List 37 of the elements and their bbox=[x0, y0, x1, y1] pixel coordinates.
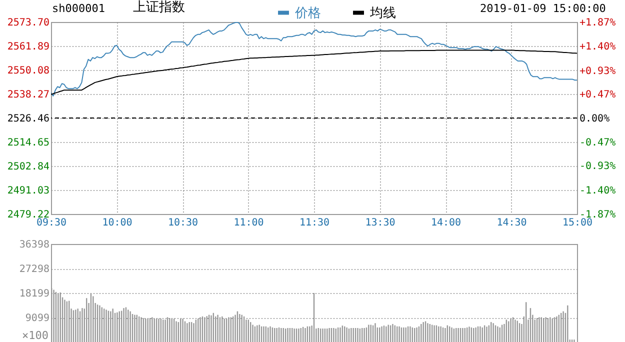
y-tick-label: 2502.84 bbox=[7, 162, 50, 172]
x-tick-label: 10:30 bbox=[168, 218, 198, 228]
x-tick-label: 13:30 bbox=[365, 218, 396, 228]
y-tick-label: 2573.70 bbox=[7, 18, 50, 28]
y-tick-label: 18199 bbox=[19, 288, 50, 300]
x-tick-label: 11:30 bbox=[299, 218, 330, 228]
y-tick-label: 2538.27 bbox=[7, 90, 50, 100]
x-tick-label: 14:30 bbox=[496, 218, 527, 228]
y2-tick-label: +0.47% bbox=[580, 89, 616, 100]
x-tick-label: 11:00 bbox=[234, 218, 264, 228]
text: ×100 bbox=[22, 329, 48, 342]
y-tick-label: 27298 bbox=[19, 264, 50, 275]
line-series bbox=[51, 50, 577, 95]
y-tick-label: 2526.46 bbox=[7, 114, 50, 124]
y-tick-label: 9099 bbox=[25, 313, 50, 324]
y-tick-label: 2561.89 bbox=[7, 42, 50, 52]
x-tick-label: 10:00 bbox=[102, 218, 132, 228]
y2-tick-label: +0.93% bbox=[580, 66, 616, 77]
x-tick-label: 15:00 bbox=[562, 218, 593, 228]
text: sh000001 bbox=[52, 2, 105, 15]
y2-tick-label: -0.47% bbox=[580, 138, 616, 149]
legend-label: 价格 bbox=[294, 6, 321, 21]
chart-title: 上证指数 bbox=[133, 0, 185, 15]
x-tick-label: 09:30 bbox=[36, 218, 67, 228]
y-tick-label: 36398 bbox=[19, 240, 50, 250]
y2-tick-label: -1.40% bbox=[580, 185, 616, 196]
y2-tick-label: +1.40% bbox=[580, 42, 616, 53]
y-tick-label: 2491.03 bbox=[7, 186, 50, 196]
legend-label: 均线 bbox=[369, 6, 396, 21]
x-tick-label: 14:00 bbox=[430, 218, 462, 228]
y-tick-label: 2514.65 bbox=[7, 138, 50, 148]
y2-tick-label: -0.93% bbox=[580, 161, 616, 172]
y2-tick-label: +1.87% bbox=[580, 18, 616, 28]
y-tick-label: 2550.08 bbox=[7, 66, 50, 76]
text: 2019-01-09 15:00:00 bbox=[480, 2, 606, 15]
y2-tick-label: 0.00% bbox=[580, 114, 610, 124]
line-series bbox=[51, 22, 577, 96]
